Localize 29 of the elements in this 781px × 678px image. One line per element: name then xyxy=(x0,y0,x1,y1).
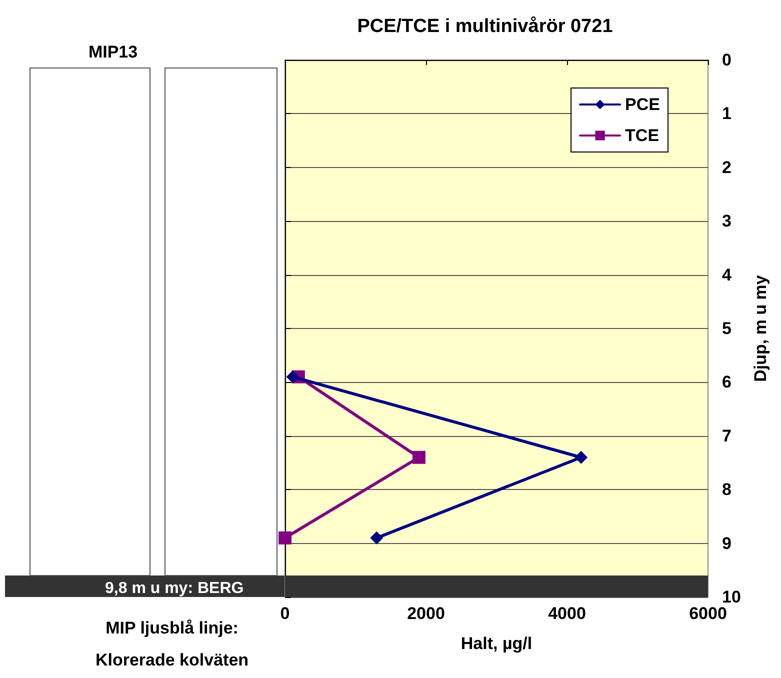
text: Klorerade kolväten xyxy=(95,650,249,670)
y-tick-label: 7 xyxy=(722,426,732,446)
point xyxy=(370,531,384,544)
chart-title: PCE/TCE i multinivårör 0721 xyxy=(357,16,614,37)
y-tick-label: 4 xyxy=(722,265,732,284)
y-tick-label: 8 xyxy=(722,480,732,500)
point xyxy=(278,531,292,544)
y-tick-label: 0 xyxy=(722,50,732,70)
y-axis-title: Djup, m u my xyxy=(750,274,770,382)
y-tick-label: 9 xyxy=(722,534,732,553)
x-tick-label: 4000 xyxy=(548,604,586,623)
x-tick-label: 6000 xyxy=(689,604,727,623)
x-tick-label: 0 xyxy=(280,604,290,623)
point xyxy=(412,450,426,464)
legend-label: PCE xyxy=(625,95,660,114)
y-tick-label: 3 xyxy=(722,212,732,231)
x-tick-label: 2000 xyxy=(407,604,445,623)
x-axis-title: Halt, µg/l xyxy=(460,634,532,653)
y-tick-label: 6 xyxy=(722,372,732,392)
text: MIP13 xyxy=(88,42,138,62)
y-tick-label: 1 xyxy=(722,104,732,124)
point xyxy=(574,450,588,464)
y-tick-label: 5 xyxy=(722,319,732,338)
text: MIP ljusblå linje: xyxy=(106,618,238,638)
band-label: 9,8 m u my: BERG xyxy=(105,580,244,597)
point xyxy=(286,370,300,384)
y-tick-label: 2 xyxy=(722,158,732,177)
legend-label: TCE xyxy=(625,126,660,145)
y-tick-label: 10 xyxy=(722,588,741,606)
